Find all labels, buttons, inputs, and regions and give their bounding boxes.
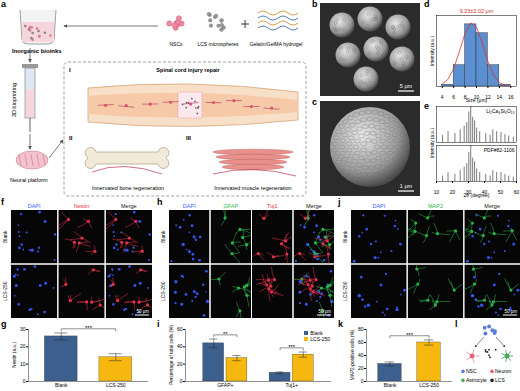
html-text:l: l (455, 319, 458, 329)
svg-text:LCS-250: LCS-250 (342, 281, 348, 301)
svg-text:60: 60 (358, 339, 364, 345)
svg-text:LCS-250: LCS-250 (106, 382, 126, 388)
svg-text:Spinal cord injury repair: Spinal cord injury repair (156, 67, 220, 73)
svg-text:III: III (186, 135, 191, 141)
html-text:c: c (312, 97, 317, 107)
svg-text:40: 40 (177, 343, 183, 349)
svg-text:Size (μm): Size (μm) (466, 97, 488, 103)
svg-text:DAPI: DAPI (372, 203, 385, 209)
svg-text:9.23±2.02 μm: 9.23±2.02 μm (460, 8, 494, 14)
html-text:k: k (338, 319, 343, 329)
svg-text:16: 16 (508, 94, 514, 100)
svg-text:Neuron: Neuron (495, 368, 512, 374)
svg-text:80: 80 (358, 326, 364, 332)
svg-text:50 μm: 50 μm (504, 309, 517, 314)
html-text:j: j (338, 197, 341, 207)
svg-text:2θ (degree): 2θ (degree) (464, 192, 490, 198)
svg-text:NSC: NSC (466, 368, 477, 374)
svg-text:Innervated muscle regeneration: Innervated muscle regeneration (214, 185, 291, 191)
svg-text:Blank: Blank (342, 230, 348, 243)
svg-text:DAPI: DAPI (183, 203, 196, 209)
svg-text:Tuj1: Tuj1 (267, 203, 278, 209)
svg-text:Neural platform: Neural platform (10, 177, 48, 183)
svg-text:Blank: Blank (160, 230, 166, 243)
svg-text:LCS-250: LCS-250 (160, 281, 166, 301)
svg-text:4: 4 (441, 94, 444, 100)
svg-text:PDF#82-1106: PDF#82-1106 (484, 147, 515, 153)
html-text:Intensity (a.u.): Intensity (a.u.) (429, 35, 435, 66)
svg-text:0: 0 (361, 378, 364, 384)
svg-text:3D bioprinting: 3D bioprinting (11, 83, 17, 117)
svg-text:Inorganic bioinks: Inorganic bioinks (12, 48, 62, 54)
html-text:e: e (424, 101, 429, 111)
html-text:f: f (1, 197, 4, 207)
html-text:a: a (1, 0, 6, 9)
svg-text:Merge: Merge (306, 203, 322, 209)
html-text:h: h (157, 197, 163, 207)
svg-text:I: I (69, 67, 71, 73)
svg-text:20: 20 (177, 361, 183, 367)
html-text:Percentage of total cells (%): Percentage of total cells (%) (168, 325, 174, 385)
svg-text:30: 30 (20, 326, 26, 332)
svg-text:0: 0 (180, 378, 183, 384)
svg-text:Merge: Merge (484, 203, 500, 209)
svg-text:60: 60 (177, 326, 183, 332)
svg-text:0: 0 (23, 378, 26, 384)
html-text:Blank: Blank (310, 330, 323, 336)
svg-text:LCS-250: LCS-250 (2, 281, 8, 301)
html-text:MAP2-positive cells (%): MAP2-positive cells (%) (349, 329, 355, 381)
svg-text:II: II (69, 135, 73, 141)
svg-text:12: 12 (485, 94, 491, 101)
svg-text:Li₂Ca₄Si₄O₁₃: Li₂Ca₄Si₄O₁₃ (486, 108, 514, 114)
svg-text:Blank: Blank (55, 382, 68, 388)
html-text:LCS-250: LCS-250 (310, 336, 330, 342)
svg-text:Merge: Merge (121, 203, 137, 209)
html-text:i: i (157, 319, 160, 329)
svg-text:**: ** (223, 331, 228, 337)
html-text:Intensity (a.u.): Intensity (a.u.) (429, 127, 435, 159)
svg-text:50 μm: 50 μm (136, 309, 149, 314)
svg-text:Tuj1+: Tuj1+ (285, 382, 298, 388)
svg-text:Blank: Blank (2, 230, 8, 243)
svg-text:MAP2: MAP2 (428, 203, 443, 209)
svg-text:LCS: LCS (495, 377, 505, 383)
svg-text:10: 10 (434, 189, 440, 195)
svg-text:20: 20 (20, 343, 26, 349)
svg-text:Nestin: Nestin (74, 203, 90, 209)
svg-text:GFAP+: GFAP+ (217, 382, 233, 388)
svg-text:Astrocyte: Astrocyte (466, 377, 487, 383)
html-text:Nestin (a.u.): Nestin (a.u.) (11, 341, 17, 369)
svg-text:14: 14 (497, 94, 503, 100)
svg-text:6: 6 (452, 94, 455, 100)
svg-text:DAPI: DAPI (28, 203, 41, 209)
svg-text:1 μm: 1 μm (400, 183, 413, 189)
html-text:d: d (424, 0, 430, 9)
svg-text:60: 60 (514, 189, 520, 195)
svg-text:LCS-250: LCS-250 (419, 382, 439, 388)
svg-text:Gelatin/GelMA hydrogel: Gelatin/GelMA hydrogel (250, 41, 303, 47)
svg-text:NSCs: NSCs (169, 41, 183, 47)
svg-text:40: 40 (358, 352, 364, 358)
svg-text:***: *** (85, 325, 93, 331)
html-text:b: b (312, 0, 318, 9)
svg-text:Blank: Blank (384, 382, 397, 388)
svg-text:50: 50 (498, 189, 504, 195)
svg-text:5 μm: 5 μm (400, 83, 413, 89)
svg-text:20: 20 (450, 189, 456, 195)
svg-text:20: 20 (358, 365, 364, 371)
html-text:g: g (1, 319, 7, 329)
svg-text:50 μm: 50 μm (318, 309, 331, 314)
svg-text:GFAP: GFAP (223, 203, 238, 209)
svg-text:Innervated bone regeneration: Innervated bone regeneration (92, 185, 164, 191)
svg-text:***: *** (288, 344, 296, 350)
svg-text:LCS microspheres: LCS microspheres (197, 41, 239, 47)
svg-text:10: 10 (20, 361, 26, 367)
svg-text:***: *** (406, 332, 414, 338)
